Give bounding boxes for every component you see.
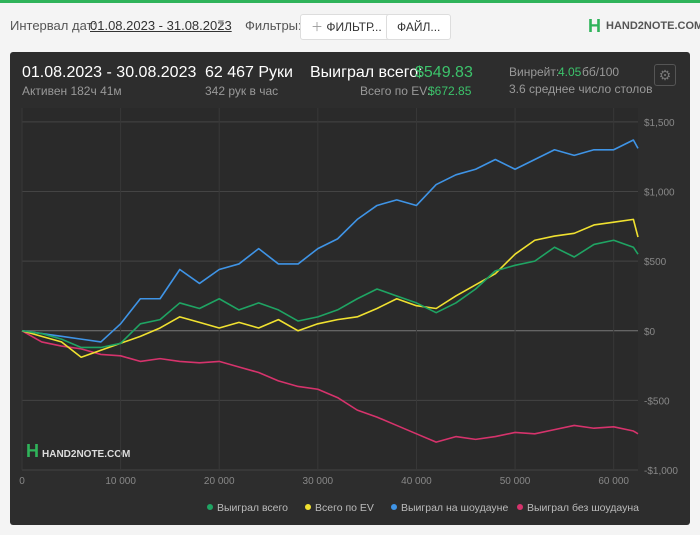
dropdown-arrow[interactable]: ▼ bbox=[216, 18, 226, 29]
winrate-value: 4.05 bbox=[558, 65, 582, 79]
y-tick-label: $0 bbox=[644, 327, 656, 338]
plot-area bbox=[22, 108, 638, 470]
legend-label: Выиграл на шоудауне bbox=[401, 502, 508, 514]
legend-marker bbox=[391, 504, 397, 510]
y-tick-label: $1,500 bbox=[644, 118, 675, 129]
x-tick-label: 60 000 bbox=[598, 476, 629, 487]
ev-value: $672.85 bbox=[428, 84, 472, 98]
watermark-icon: H bbox=[26, 441, 39, 461]
series-line bbox=[21, 139, 639, 343]
won-label: Выиграл всего: bbox=[310, 64, 423, 81]
ev-label: Всего по EV: bbox=[360, 84, 431, 98]
filter-button[interactable]: ＋ ФИЛЬТР... bbox=[300, 14, 393, 40]
x-tick-label: 10 000 bbox=[105, 476, 136, 487]
stats-panel: 01.08.2023 - 30.08.2023 Активен 182ч 41м… bbox=[10, 52, 690, 525]
tables: 3.6 среднее число столов bbox=[509, 82, 653, 96]
legend-marker bbox=[517, 504, 523, 510]
hands: 62 467 Руки bbox=[205, 64, 293, 81]
hands-per-hour: 342 рук в час bbox=[205, 84, 279, 98]
filters-label: Фильтры: bbox=[245, 18, 302, 33]
chart: H HAND2NOTE.COM -$1,000 -$500 $0 $500 $1,000… bbox=[19, 108, 678, 514]
top-bar bbox=[0, 0, 700, 3]
legend-label: Всего по EV bbox=[315, 502, 374, 514]
active-time: Активен 182ч 41м bbox=[22, 84, 122, 98]
watermark: HAND2NOTE.COM bbox=[42, 449, 130, 460]
logo: HAND2NOTE.COM bbox=[606, 20, 700, 32]
x-tick-label: 40 000 bbox=[401, 476, 432, 487]
series-line bbox=[21, 218, 639, 359]
y-tick-label: $1,000 bbox=[644, 188, 675, 199]
settings-button[interactable]: ⚙ bbox=[654, 64, 676, 86]
x-tick-label: 20 000 bbox=[204, 476, 235, 487]
x-tick-label: 0 bbox=[19, 476, 25, 487]
series-line bbox=[21, 330, 639, 443]
legend-label: Выиграл всего bbox=[217, 502, 288, 514]
legend-marker bbox=[305, 504, 311, 510]
filter-button-text: ФИЛЬТР... bbox=[326, 20, 382, 34]
period: 01.08.2023 - 30.08.2023 bbox=[22, 64, 197, 81]
file-button[interactable]: ФАЙЛ... bbox=[386, 14, 452, 40]
logo-icon: H bbox=[588, 16, 601, 36]
legend-label: Выиграл без шоудауна bbox=[527, 502, 639, 514]
x-tick-label: 30 000 bbox=[303, 476, 334, 487]
series-line bbox=[21, 239, 639, 349]
date-label: Интервал дат: bbox=[10, 18, 97, 33]
won-value: $549.83 bbox=[415, 64, 473, 81]
date-range[interactable]: 01.08.2023 - 31.08.2023 bbox=[90, 18, 232, 33]
winrate-label: Винрейт: bbox=[509, 65, 560, 79]
winrate-unit: бб/100 bbox=[582, 65, 620, 79]
x-tick-label: 50 000 bbox=[500, 476, 531, 487]
legend-marker bbox=[207, 504, 213, 510]
y-tick-label: $500 bbox=[644, 257, 667, 268]
y-tick-label: -$1,000 bbox=[644, 466, 678, 477]
y-tick-label: -$500 bbox=[644, 396, 670, 407]
